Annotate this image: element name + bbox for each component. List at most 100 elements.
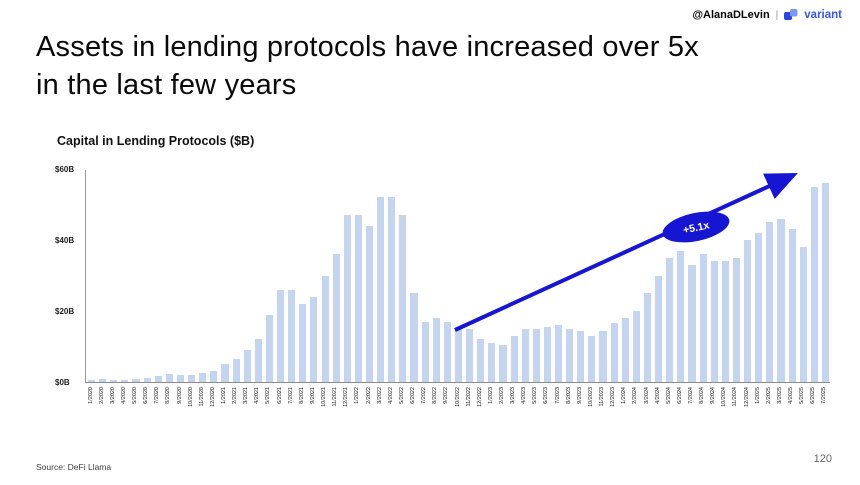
bars bbox=[86, 170, 830, 382]
x-tick-label: 10/2021 bbox=[321, 387, 328, 407]
bar bbox=[688, 264, 696, 382]
bar bbox=[221, 364, 229, 382]
bar bbox=[143, 378, 151, 382]
bar bbox=[377, 197, 385, 382]
x-tick-label: 5/2025 bbox=[799, 387, 806, 404]
x-tick-label: 7/2024 bbox=[688, 387, 694, 404]
bar bbox=[165, 374, 173, 382]
x-tick-label: 11/2023 bbox=[599, 387, 606, 407]
plot-area bbox=[85, 170, 830, 383]
y-tick-label: $60B bbox=[55, 165, 75, 174]
bar bbox=[499, 344, 507, 382]
bar bbox=[343, 215, 351, 382]
x-tick-label: 4/2023 bbox=[521, 387, 528, 404]
bar bbox=[744, 240, 752, 382]
bar bbox=[310, 296, 318, 382]
bar bbox=[488, 342, 496, 382]
x-tick-label: 6/2021 bbox=[276, 387, 283, 404]
bar bbox=[632, 311, 640, 382]
x-tick-label: 7/2021 bbox=[287, 387, 294, 404]
bar bbox=[154, 376, 162, 382]
bar bbox=[810, 186, 818, 382]
bar bbox=[88, 379, 96, 382]
bar bbox=[555, 325, 563, 382]
x-tick-label: 9/2021 bbox=[309, 387, 316, 404]
x-tick-label: 2/2021 bbox=[232, 387, 239, 404]
x-tick-label: 3/2023 bbox=[510, 387, 517, 404]
x-tick-label: 1/2020 bbox=[87, 387, 94, 404]
bar bbox=[566, 328, 574, 382]
bar bbox=[543, 326, 551, 382]
x-tick-label: 5/2023 bbox=[532, 387, 539, 404]
x-tick-label: 12/2021 bbox=[343, 387, 350, 407]
bar bbox=[710, 261, 718, 382]
bar bbox=[321, 275, 329, 382]
brand-name: variant bbox=[804, 9, 842, 21]
bar bbox=[621, 318, 629, 382]
x-tick-label: 8/2023 bbox=[565, 387, 572, 404]
x-tick-label: 4/2024 bbox=[654, 387, 661, 404]
bar bbox=[788, 229, 796, 382]
bar bbox=[410, 293, 418, 382]
x-tick-label: 7/2022 bbox=[421, 387, 428, 404]
bar bbox=[577, 330, 585, 382]
slide-title-line1: Assets in lending protocols have increas… bbox=[36, 31, 699, 63]
x-tick-label: 11/2022 bbox=[465, 387, 472, 407]
x-tick-label: 4/2022 bbox=[387, 387, 394, 404]
x-axis-labels: 1/2020 2/2020 3/2020 4/2020 5/2020 6/2020 7/20… bbox=[85, 385, 830, 437]
x-tick-label: 11/2024 bbox=[732, 387, 739, 407]
x-tick-label: 4/2020 bbox=[120, 387, 127, 404]
x-tick-label: 5/2024 bbox=[665, 387, 672, 404]
bar bbox=[299, 303, 307, 382]
bar bbox=[399, 215, 407, 382]
page-number: 120 bbox=[813, 453, 832, 465]
x-tick-label: 6/2020 bbox=[143, 387, 150, 404]
x-tick-label: 8/2024 bbox=[699, 387, 706, 404]
x-tick-label: 7/2023 bbox=[554, 387, 561, 404]
annotation-badge: +5.1x bbox=[662, 211, 730, 243]
trend-arrow-line bbox=[454, 173, 798, 332]
x-tick-label: 9/2022 bbox=[443, 387, 450, 404]
bar bbox=[588, 335, 596, 382]
x-tick-label: 6/2023 bbox=[543, 387, 550, 404]
bar bbox=[643, 293, 652, 382]
x-tick-label: 8/2021 bbox=[298, 387, 305, 404]
bar bbox=[610, 323, 618, 382]
x-tick-label: 6/2022 bbox=[410, 387, 417, 404]
variant-logo-icon bbox=[784, 8, 798, 22]
y-tick-label: $40B bbox=[55, 236, 75, 245]
x-tick-label: 2/2020 bbox=[98, 387, 105, 404]
bar bbox=[132, 378, 140, 382]
header-separator: | bbox=[775, 9, 779, 21]
x-tick-label: 5/2022 bbox=[398, 387, 405, 404]
x-tick-label: 12/2020 bbox=[209, 387, 216, 407]
x-tick-label: 1/2023 bbox=[487, 387, 494, 404]
bar bbox=[443, 321, 451, 382]
bar bbox=[521, 328, 529, 382]
x-tick-label: 4/2021 bbox=[254, 387, 261, 404]
x-tick-label: 12/2024 bbox=[743, 387, 750, 407]
x-tick-label: 7/2025 bbox=[821, 387, 828, 404]
bar bbox=[532, 328, 540, 382]
bar bbox=[699, 254, 707, 382]
bar bbox=[232, 358, 240, 382]
x-tick-label: 7/2020 bbox=[154, 387, 161, 404]
x-tick-label: 5/2021 bbox=[265, 387, 272, 404]
x-tick-label: 5/2020 bbox=[132, 387, 139, 404]
bar bbox=[288, 289, 296, 382]
bar bbox=[477, 339, 485, 382]
bar bbox=[510, 335, 518, 382]
y-tick-label: $0B bbox=[55, 378, 70, 387]
bar bbox=[121, 379, 129, 382]
x-tick-label: 1/2021 bbox=[220, 387, 227, 404]
bar bbox=[354, 215, 362, 382]
x-tick-label: 12/2023 bbox=[610, 387, 617, 407]
bar bbox=[732, 257, 741, 382]
bar bbox=[176, 374, 185, 382]
bar bbox=[99, 379, 107, 382]
chart-title: Capital in Lending Protocols ($B) bbox=[57, 134, 255, 148]
slide-title: Assets in lending protocols have increas… bbox=[36, 28, 699, 105]
bar bbox=[110, 379, 118, 382]
x-tick-label: 1/2024 bbox=[621, 387, 628, 404]
x-tick-label: 3/2020 bbox=[109, 387, 116, 404]
